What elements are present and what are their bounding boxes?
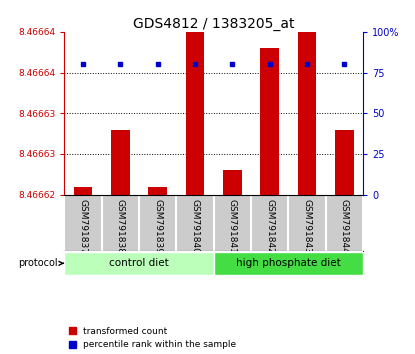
Text: control diet: control diet: [109, 258, 169, 268]
Text: GSM791842: GSM791842: [265, 199, 274, 254]
Bar: [298, 0, 317, 195]
Bar: [73, 187, 92, 195]
Bar: [186, 0, 205, 195]
Bar: [149, 187, 167, 195]
Bar: [261, 48, 279, 195]
Text: GSM791838: GSM791838: [116, 199, 125, 254]
Text: GSM791843: GSM791843: [303, 199, 312, 254]
Bar: [64, 252, 214, 275]
Title: GDS4812 / 1383205_at: GDS4812 / 1383205_at: [133, 17, 295, 31]
Text: GSM791837: GSM791837: [78, 199, 88, 254]
Legend: transformed count, percentile rank within the sample: transformed count, percentile rank withi…: [69, 327, 237, 349]
Bar: [111, 130, 129, 195]
Text: GSM791839: GSM791839: [153, 199, 162, 254]
Bar: [335, 130, 354, 195]
Text: GSM791840: GSM791840: [190, 199, 200, 254]
Text: high phosphate diet: high phosphate diet: [236, 258, 341, 268]
Text: GSM791844: GSM791844: [340, 199, 349, 254]
Text: protocol: protocol: [18, 258, 63, 268]
Bar: [223, 170, 242, 195]
Text: GSM791841: GSM791841: [228, 199, 237, 254]
Bar: [214, 252, 363, 275]
